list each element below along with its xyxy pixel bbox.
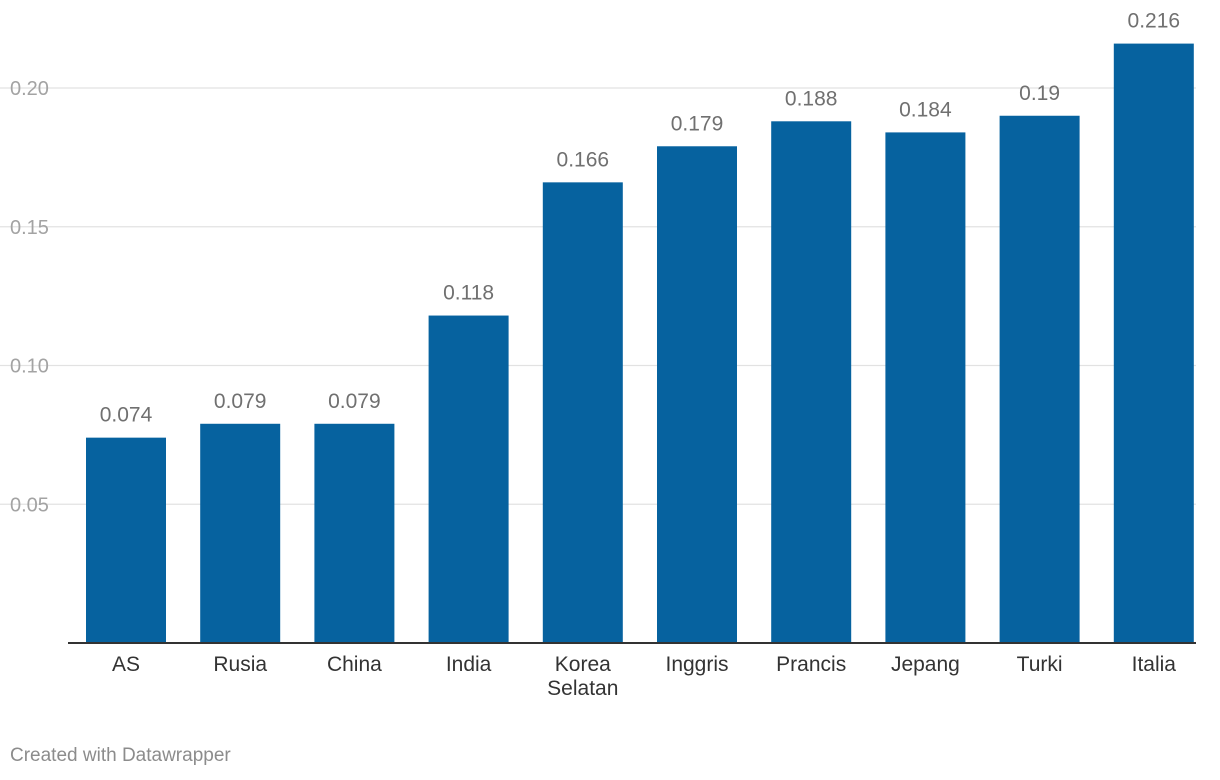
bar xyxy=(657,146,737,643)
x-tick-label: Prancis xyxy=(776,653,846,676)
x-tick-label: AS xyxy=(112,653,140,676)
data-label: 0.166 xyxy=(557,148,610,171)
x-tick-label: Italia xyxy=(1132,653,1177,676)
data-label: 0.118 xyxy=(443,282,494,305)
x-tick-label: Jepang xyxy=(891,653,960,676)
y-tick-label: 0.20 xyxy=(10,78,49,100)
x-tick-label: Turki xyxy=(1017,653,1063,676)
data-label: 0.074 xyxy=(100,404,153,427)
y-tick-label: 0.05 xyxy=(10,494,49,516)
bar xyxy=(428,315,509,643)
x-tick-label: Korea Selatan xyxy=(547,653,618,700)
bar xyxy=(1113,43,1194,644)
bar xyxy=(771,121,852,644)
data-label: 0.079 xyxy=(214,390,267,413)
data-label: 0.079 xyxy=(328,390,381,413)
y-tick-label: 0.15 xyxy=(10,217,49,239)
x-tick-label: Rusia xyxy=(213,653,267,676)
bar xyxy=(542,182,623,643)
data-label: 0.184 xyxy=(899,98,952,121)
bar xyxy=(999,115,1080,643)
data-label: 0.179 xyxy=(671,112,724,135)
data-label: 0.216 xyxy=(1128,10,1181,33)
x-tick-label: India xyxy=(446,653,492,676)
bar xyxy=(314,423,395,643)
credit-text: Created with Datawrapper xyxy=(10,745,231,766)
y-tick-label: 0.10 xyxy=(10,356,49,378)
bar xyxy=(86,437,166,643)
x-axis: AS Rusia China India Korea Selatan Inggris Pran… xyxy=(68,642,1196,700)
bar xyxy=(200,423,281,643)
x-tick-label: Inggris xyxy=(665,653,728,676)
x-tick-label: China xyxy=(327,653,382,676)
data-label: 0.188 xyxy=(785,87,838,110)
bars xyxy=(86,43,1194,644)
value-labels: 0.074 0.079 0.079 0.118 0.166 0.179 0.188 0.184… xyxy=(100,10,1180,427)
data-label: 0.19 xyxy=(1019,82,1060,105)
bar xyxy=(885,132,966,643)
